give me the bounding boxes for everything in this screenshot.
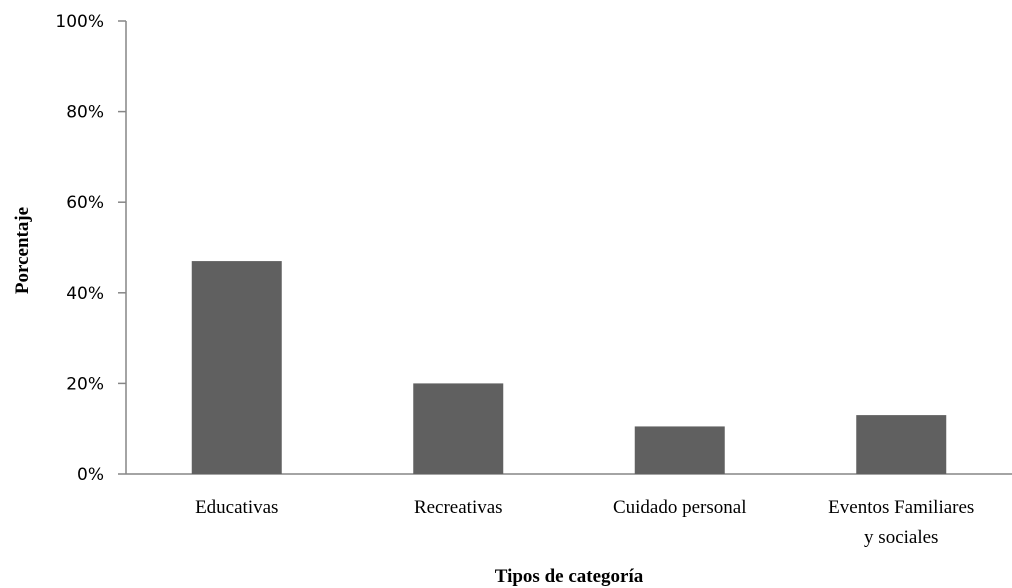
x-tick-labels: Educativas Recreativas Cuidado personal Eve… — [195, 497, 974, 548]
x-tick-label: Cuidado personal — [613, 497, 747, 518]
y-tick-label: 0% — [77, 465, 104, 485]
bar — [856, 415, 947, 474]
y-tick-label: 20% — [66, 374, 104, 394]
y-tick-labels: 0% 20% 40% 60% 80% 100% — [55, 12, 104, 485]
x-tick-label: Recreativas — [414, 497, 503, 518]
bars — [191, 261, 947, 474]
y-tick-label: 60% — [66, 193, 104, 213]
bar — [191, 261, 282, 474]
x-tick-label: y sociales — [864, 527, 938, 548]
x-axis-title: Tipos de categoría — [495, 566, 644, 587]
y-tick-label: 100% — [55, 12, 104, 32]
bar — [634, 426, 725, 474]
y-tick-label: 80% — [66, 103, 104, 123]
y-tick-label: 40% — [66, 284, 104, 304]
y-axis-title: Porcentaje — [12, 207, 33, 294]
bar — [413, 383, 504, 474]
x-tick-label: Educativas — [195, 497, 278, 518]
x-tick-label: Eventos Familiares — [828, 497, 974, 518]
